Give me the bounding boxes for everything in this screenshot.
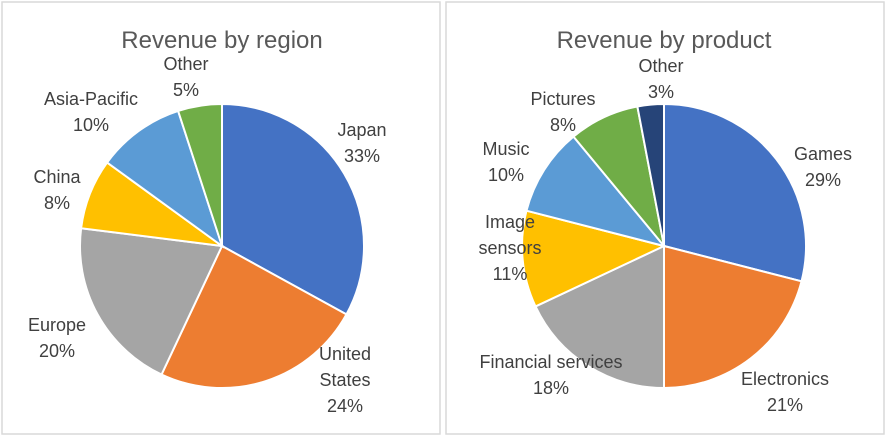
pie-slice-other (636, 102, 665, 247)
data-label-games: Games 29% (794, 144, 852, 190)
data-label-china: China 8% (33, 167, 81, 213)
data-label-electronics: Electronics 21% (741, 369, 829, 415)
data-label-other: Other 5% (163, 54, 208, 100)
data-label-music: Music 10% (482, 139, 529, 185)
pie-slice-games (663, 102, 807, 283)
data-label-other: Other 3% (638, 56, 683, 102)
pie-slice-music (525, 135, 667, 248)
pie-slice-electronics (663, 244, 803, 390)
left-chart-frame (1, 1, 441, 435)
data-label-image-sensors: Image sensors 11% (478, 212, 541, 284)
pie-slice-japan (221, 102, 365, 316)
pie-slice-asia-pacific (105, 109, 224, 249)
pie-slice-other (176, 102, 223, 247)
pie-slice-europe (79, 227, 224, 376)
right-chart-frame (445, 1, 885, 435)
pie-chart-2: Revenue by product Games 29% Electronics 21%… (478, 27, 852, 415)
chart-title: Revenue by region (121, 27, 322, 54)
data-label-united-states: United States 24% (319, 344, 371, 416)
data-label-europe: Europe 20% (28, 315, 86, 361)
data-label-pictures: Pictures 8% (530, 89, 595, 135)
data-label-financial-services: Financial services 18% (479, 352, 622, 398)
chart-title: Revenue by product (557, 27, 772, 54)
data-label-asia-pacific: Asia-Pacific 10% (44, 89, 138, 135)
pie-slice-image-sensors (521, 209, 667, 308)
pie-slice-financial-services (534, 244, 665, 390)
data-label-japan: Japan 33% (337, 120, 386, 166)
pie-chart-1: Revenue by region Japan 33% United States 24%… (28, 27, 387, 416)
pie-slice-united-states (160, 244, 348, 389)
